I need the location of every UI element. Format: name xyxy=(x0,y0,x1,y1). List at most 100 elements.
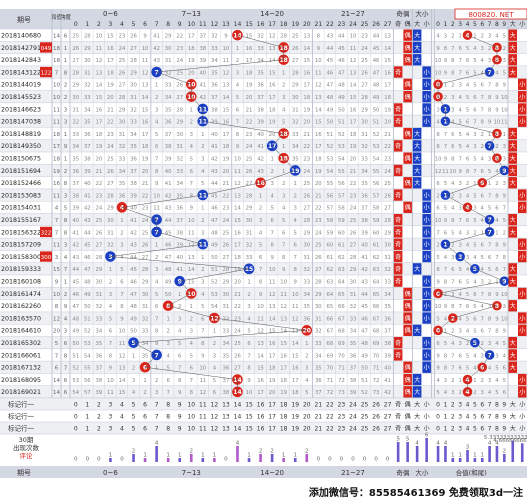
miss-cell: 1 xyxy=(143,378,146,384)
marker-parity: 奇 xyxy=(395,425,401,433)
miss-cell: 38 xyxy=(350,378,357,384)
tail-extra-text: 小 xyxy=(519,253,525,261)
miss-cell: 38 xyxy=(211,107,218,113)
miss-cell: 9 xyxy=(224,33,227,39)
tail-miss: 3 xyxy=(481,279,484,285)
miss-cell: 45 xyxy=(327,58,334,64)
count-value: 4 xyxy=(155,441,159,447)
size-cell xyxy=(422,312,431,324)
miss-cell: 25 xyxy=(350,218,357,224)
miss-cell: 69 xyxy=(338,341,345,347)
miss-cell: 47 xyxy=(72,304,79,310)
count-value: 0 xyxy=(86,457,90,463)
miss-cell: 24 xyxy=(361,46,368,52)
miss-cell: 35 xyxy=(142,353,149,359)
miss-cell: 46 xyxy=(361,316,368,322)
marker-col-number: 26 xyxy=(372,414,380,421)
miss-cell: 34 xyxy=(72,144,79,150)
tail-extra-cell xyxy=(518,287,527,300)
miss-cell: 67 xyxy=(338,316,345,322)
miss-cell: 6 xyxy=(259,255,263,261)
miss-cell: 31 xyxy=(84,70,91,76)
miss-cell: 39 xyxy=(130,193,137,199)
miss-cell: 4 xyxy=(305,378,309,384)
tail-extra-cell xyxy=(518,91,527,103)
miss-cell: 4 xyxy=(294,218,298,224)
tail-extra-text: 大 xyxy=(510,142,516,150)
sum-cell: 6 xyxy=(55,366,59,372)
tail-miss: 2 xyxy=(495,144,498,150)
tail-miss: 9 xyxy=(444,156,447,162)
tail-miss: 6 xyxy=(503,366,507,372)
miss-cell: 19 xyxy=(188,58,195,64)
tail-miss: 2 xyxy=(495,181,498,187)
miss-cell: 24 xyxy=(107,144,114,150)
miss-cell: 17 xyxy=(188,33,195,39)
marker-tail: 4 xyxy=(466,402,470,409)
hit-ball-label: 7 xyxy=(155,69,159,76)
size-col: 小 xyxy=(424,20,430,28)
miss-cell: 3 xyxy=(259,218,262,224)
span-cell: 3 xyxy=(64,243,68,249)
hit-ball-label: 8 xyxy=(166,303,170,310)
miss-cell: 46 xyxy=(84,255,91,261)
miss-cell: 41 xyxy=(211,144,218,150)
miss-cell: 13 xyxy=(142,83,149,89)
miss-cell: 41 xyxy=(257,144,264,150)
size-cell xyxy=(412,140,422,152)
miss-cell: 2 xyxy=(282,181,285,187)
marker-label: 标记行一 xyxy=(8,424,35,433)
miss-cell: 69 xyxy=(327,353,334,359)
miss-cell: 18 xyxy=(384,95,391,101)
miss-cell: 35 xyxy=(350,341,357,347)
miss-cell: 1 xyxy=(120,218,123,224)
miss-cell: 48 xyxy=(130,304,137,310)
miss-cell: 57 xyxy=(327,206,334,212)
marker-col-number: 24 xyxy=(349,426,357,433)
tail-extra-cell xyxy=(508,226,517,238)
miss-cell: 10 xyxy=(246,390,253,396)
miss-cell: 36 xyxy=(223,366,230,372)
miss-cell: 36 xyxy=(350,353,357,359)
tail-extra-text: 大 xyxy=(510,154,516,162)
tail-miss: 2 xyxy=(451,243,454,249)
tail-ball-label: 7 xyxy=(488,69,492,76)
parity-text: 偶 xyxy=(405,290,411,298)
sum-cell: 14 xyxy=(53,390,60,396)
miss-cell: 47 xyxy=(165,255,172,261)
sum-cell: 11 xyxy=(53,193,60,199)
tail-extra-cell xyxy=(508,214,517,226)
marker-col-number: 17 xyxy=(268,402,276,409)
miss-cell: 20 xyxy=(234,279,241,285)
miss-cell: 65 xyxy=(373,292,380,298)
column-number: 18 xyxy=(280,21,288,28)
miss-cell: 1 xyxy=(190,107,193,113)
bottom-header-bg xyxy=(0,466,527,478)
miss-cell: 23 xyxy=(223,206,230,212)
miss-cell: 27 xyxy=(234,366,241,372)
count-value: 2 xyxy=(305,449,309,455)
tail-miss: 1 xyxy=(444,329,447,335)
miss-cell: 9 xyxy=(201,353,204,359)
miss-cell: 24 xyxy=(96,206,103,212)
miss-cell: 50 xyxy=(361,366,368,372)
miss-cell: 35 xyxy=(211,70,218,76)
miss-cell: 23 xyxy=(246,132,253,138)
miss-cell: 23 xyxy=(361,33,368,39)
issue-number: 2018140680 xyxy=(1,32,41,39)
miss-cell: 48 xyxy=(373,83,380,89)
parity-cell xyxy=(393,250,403,263)
miss-cell: 60 xyxy=(327,243,334,249)
miss-cell: 34 xyxy=(165,95,172,101)
parity-text: 偶 xyxy=(405,302,411,310)
column-number: 3 xyxy=(109,21,113,28)
miss-cell: 23 xyxy=(142,206,149,212)
miss-cell: 62 xyxy=(327,267,334,273)
miss-cell: 3 xyxy=(166,341,169,347)
miss-cell: 39 xyxy=(257,120,264,126)
span-cell: 8 xyxy=(64,70,68,76)
miss-cell: 19 xyxy=(246,83,253,89)
size-count-value: 4 xyxy=(415,441,419,447)
marker-tail: 8 xyxy=(495,414,499,421)
tail-miss: 6 xyxy=(488,255,492,261)
